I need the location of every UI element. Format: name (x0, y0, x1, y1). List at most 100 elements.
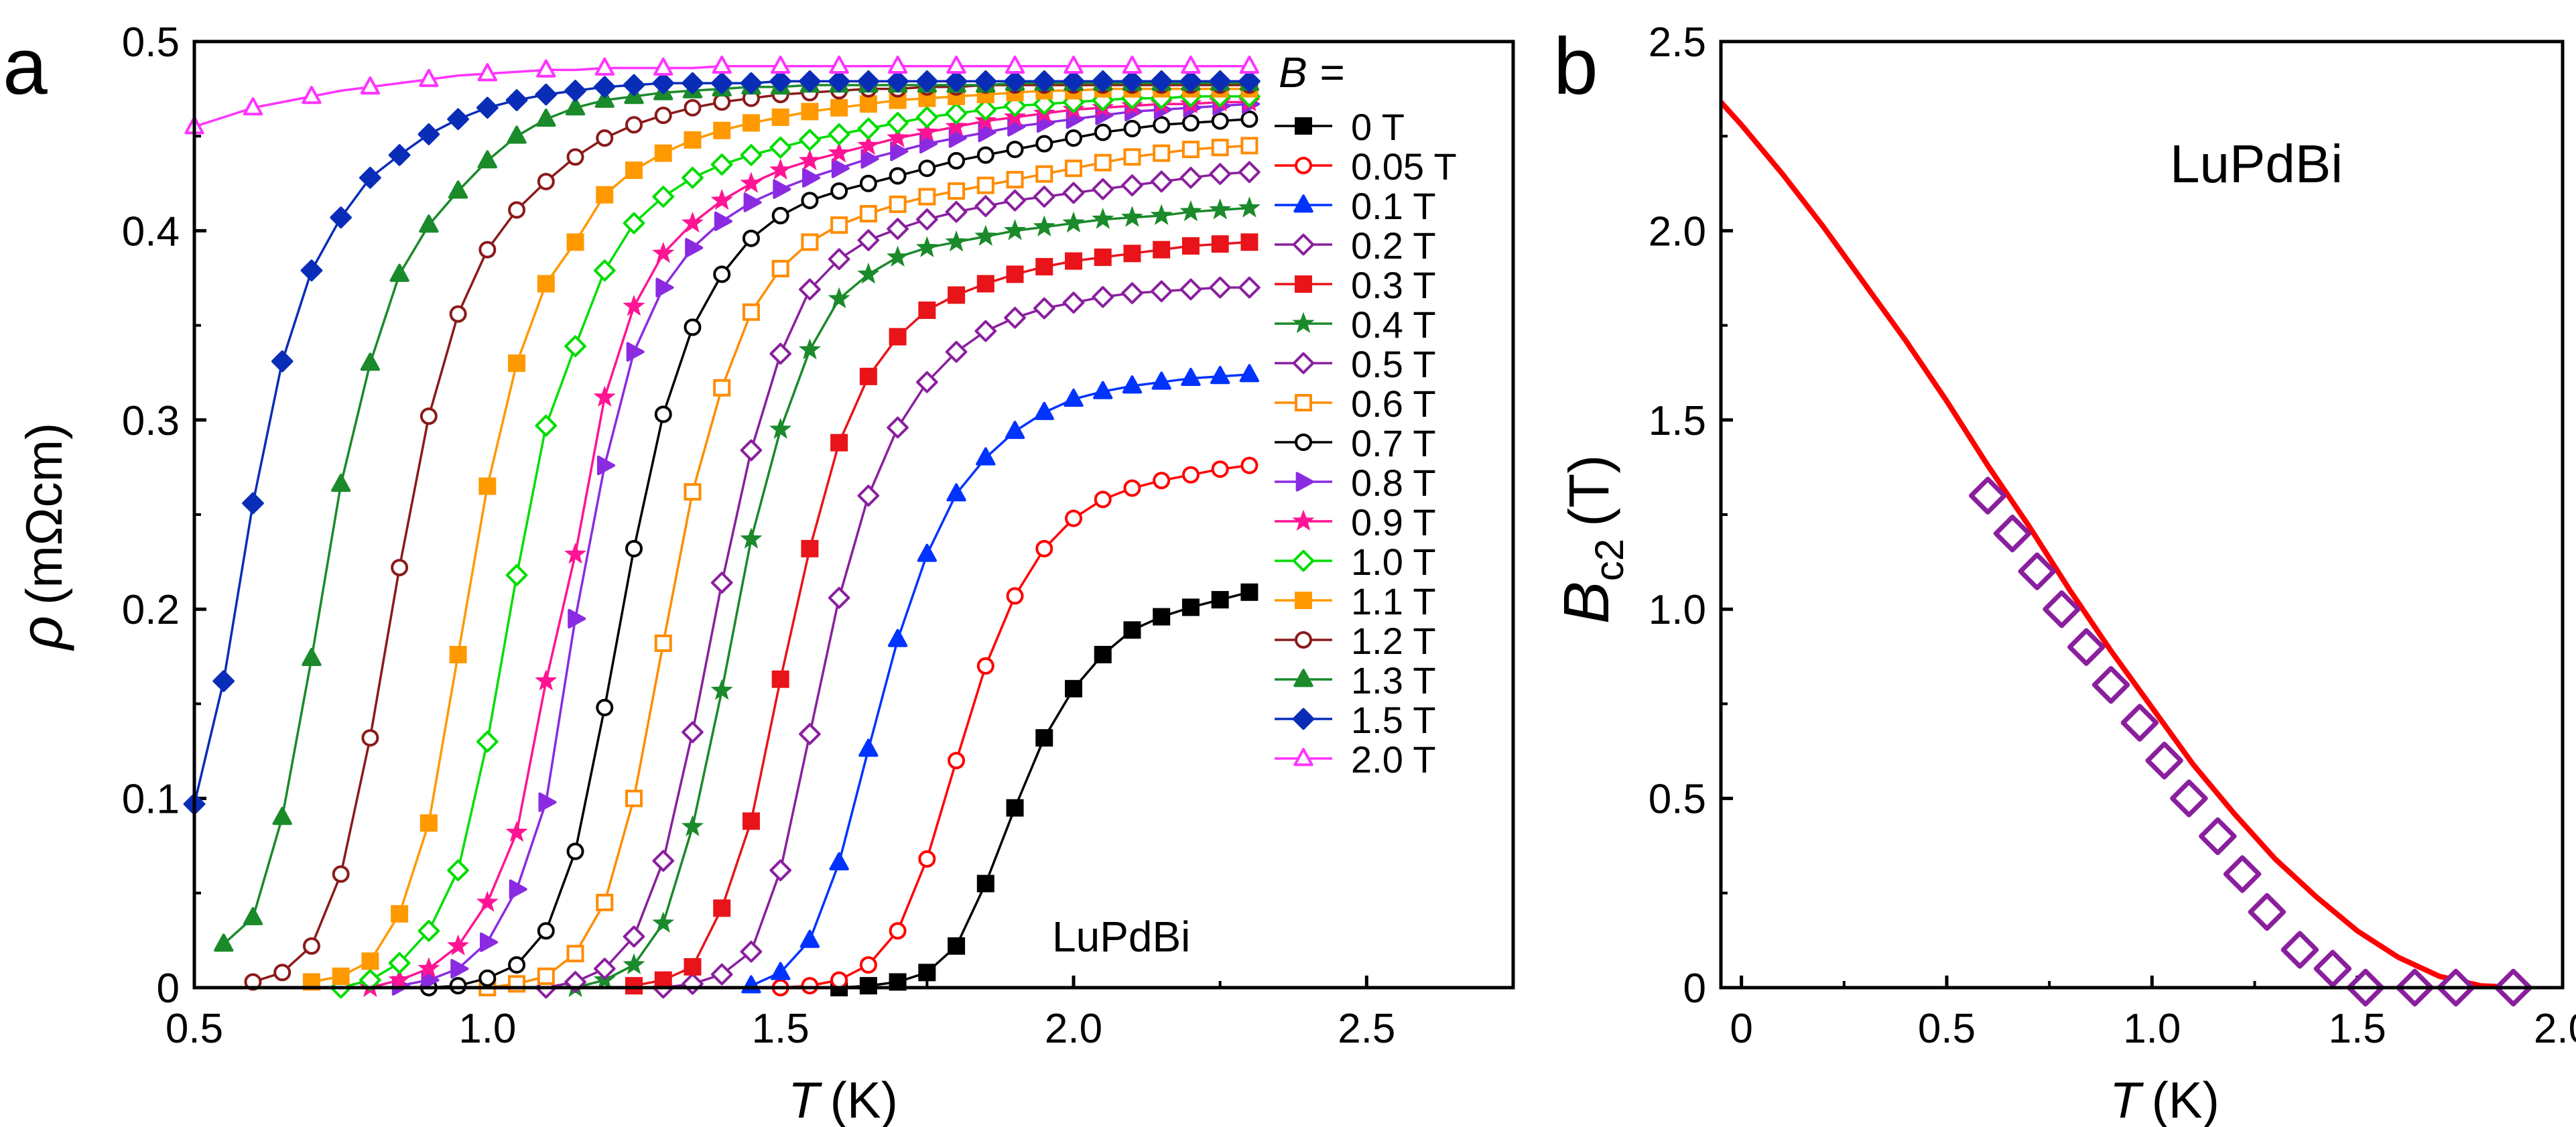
data-point (684, 483, 702, 501)
data-point (331, 474, 351, 492)
data-point (1004, 307, 1026, 329)
data-point (829, 55, 849, 74)
data-point (1065, 509, 1082, 527)
data-point (945, 340, 968, 363)
data-point (535, 414, 558, 437)
data-point (858, 738, 879, 757)
data-point (945, 230, 968, 252)
data-point (1004, 189, 1026, 212)
series-line (663, 286, 1250, 989)
data-point (682, 973, 704, 995)
data-point (420, 407, 438, 425)
legend-entry: 0.6 T (1275, 383, 1436, 425)
data-point (740, 439, 763, 462)
panel-a-xlabel: T (K) (788, 1072, 898, 1127)
data-point (828, 123, 850, 145)
data-point (273, 964, 292, 982)
panel-a-ylabel-symbol: ρ (8, 616, 74, 651)
data-point (1181, 598, 1200, 616)
data-point (1004, 70, 1026, 92)
legend-entry: 0.05 T (1275, 145, 1457, 188)
bc2-point (1969, 476, 2007, 515)
data-point (536, 109, 556, 127)
data-point (1181, 237, 1200, 255)
data-point (653, 57, 673, 76)
series-0_3-T (625, 233, 1259, 995)
data-point (566, 842, 584, 860)
data-point (918, 302, 936, 320)
data-point (887, 55, 908, 74)
panel-a-ytick-label: 0.2 (122, 587, 180, 633)
data-point (623, 212, 645, 235)
data-point (566, 233, 584, 251)
data-point (801, 103, 819, 121)
series-line (780, 464, 1250, 989)
series-0_6-T (478, 137, 1259, 996)
bc2-point (2091, 665, 2130, 704)
legend-label: 0.9 T (1351, 501, 1436, 543)
data-point (1092, 70, 1114, 92)
data-point (740, 144, 763, 166)
data-point (916, 70, 938, 92)
legend-marker (1292, 708, 1315, 730)
data-point (1123, 245, 1141, 263)
legend-entry: 1.2 T (1275, 620, 1436, 662)
data-point (477, 63, 497, 82)
data-point (623, 294, 645, 316)
data-point (978, 122, 996, 143)
data-point (1035, 539, 1053, 557)
panel-a-ytick-label: 0.5 (122, 19, 180, 66)
data-point (828, 586, 850, 609)
data-point (1150, 70, 1173, 92)
data-point (771, 108, 789, 126)
data-point (830, 98, 848, 117)
data-point (831, 158, 850, 178)
data-point (652, 911, 675, 933)
data-point (1006, 140, 1024, 158)
data-point (1153, 608, 1171, 626)
data-point (417, 957, 440, 978)
panel-a-annotation: LuPdBi (1052, 913, 1190, 961)
series-line (399, 103, 1250, 987)
data-point (1121, 174, 1143, 196)
fit-curve (1719, 100, 2522, 990)
panel-b-ytick-label: 1.5 (1649, 398, 1706, 444)
legend-marker (1292, 352, 1315, 375)
data-point (1062, 211, 1085, 233)
svg-text:ρ(mΩcm): ρ (mΩcm) (8, 423, 74, 651)
legend-marker (1295, 472, 1314, 492)
panel-b-ylabel-symbol: B (1551, 581, 1622, 624)
bc2-point (2120, 704, 2159, 742)
data-point (272, 807, 292, 825)
legend-entry: 0.7 T (1275, 422, 1436, 464)
data-point (945, 103, 968, 125)
panel-b-xlabel: T (K) (2110, 1072, 2219, 1127)
data-point (713, 265, 731, 283)
data-point (652, 186, 675, 208)
data-point (742, 812, 760, 830)
panel-a-xtick-label: 1.5 (752, 1006, 810, 1052)
data-point (1093, 381, 1113, 399)
legend-entry: 1.5 T (1275, 699, 1436, 741)
data-point (682, 167, 704, 189)
data-point (828, 141, 850, 163)
data-point (710, 72, 733, 94)
data-point (769, 136, 791, 159)
data-point (564, 542, 587, 564)
panel-a-ylabel-unit: (mΩcm) (16, 423, 73, 605)
data-point (887, 70, 909, 92)
data-point (798, 149, 821, 170)
data-point (1035, 258, 1053, 276)
data-point (887, 628, 908, 647)
data-point (419, 214, 439, 233)
legend-marker (1295, 434, 1312, 451)
data-point (302, 973, 320, 991)
panel-b-xlabel-unit: (K) (2152, 1072, 2219, 1127)
data-point (505, 89, 528, 111)
data-point (916, 371, 938, 393)
data-point (625, 539, 643, 557)
data-point (476, 96, 499, 119)
panel-a-series (183, 55, 1261, 999)
data-point (479, 932, 499, 952)
